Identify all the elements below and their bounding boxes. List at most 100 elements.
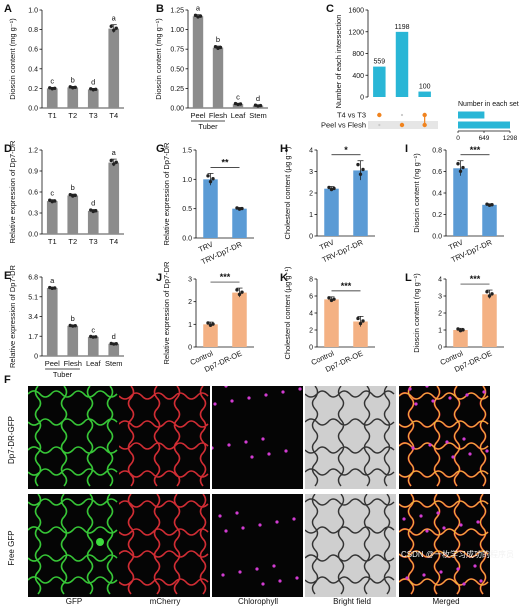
y-tick-label: 1.0 (182, 177, 192, 184)
micro-tile-mcherry (119, 494, 210, 597)
chloroplast-dot (212, 446, 214, 450)
x-tick-label: T4 (109, 111, 118, 120)
set-size-bar (458, 111, 485, 119)
bar (353, 170, 368, 236)
data-point (356, 162, 360, 167)
x-tick-label: Flesh (209, 111, 227, 120)
significance-stars: *** (470, 274, 481, 284)
y-tick-label: 0.0 (432, 234, 442, 241)
intersection-bar (373, 66, 386, 97)
bar-value-label: 559 (373, 59, 385, 66)
y-tick-label: 0 (309, 345, 313, 352)
col-label-mcherry: mCherry (150, 597, 181, 606)
chloroplast-dot (238, 570, 242, 574)
merged-overlap-signal (399, 386, 489, 487)
data-point (114, 342, 118, 346)
x-tick-label: T3 (89, 111, 98, 120)
micro-tile-chloro (212, 494, 303, 597)
x-tick-label: T3 (89, 237, 98, 246)
set-axis-tick-label: 649 (479, 135, 490, 142)
y-tick-label: 0.75 (170, 47, 184, 54)
set-size-bar (458, 121, 510, 129)
bar (453, 168, 468, 236)
significance-stars: * (344, 145, 348, 155)
significance-stars: *** (470, 145, 481, 155)
x-tick-label: Flesh (64, 359, 82, 368)
panel-letter-j: J (156, 272, 162, 284)
data-point (94, 335, 98, 339)
panel-letter-k: K (280, 272, 288, 284)
y-tick-label: 0.9 (28, 169, 38, 176)
bar (46, 88, 58, 108)
bar (87, 210, 99, 234)
y-axis-label: Dioscin content (mg g⁻¹) (8, 18, 17, 100)
y-tick-label: 0.4 (28, 66, 38, 73)
data-point (208, 179, 213, 184)
cell-membrane-signal (28, 494, 118, 595)
chloroplast-dot (419, 514, 423, 518)
bar (67, 195, 79, 234)
y-tick-label: 1.7 (28, 334, 38, 341)
chloroplast-dot (267, 452, 271, 456)
y-tick-label: 6.8 (28, 275, 38, 282)
chloroplast-dot (436, 511, 440, 515)
x-tick-label: Peel (190, 111, 205, 120)
chloroplast-dot (255, 567, 259, 571)
data-point (114, 26, 118, 30)
y-tick-label: 1.5 (182, 148, 192, 155)
microscopy-panel: F Dp7-DR-GFP Free GFP GFP mCherry Chloro… (4, 374, 490, 606)
panel-letter-d: D (4, 143, 12, 155)
y-tick-label: 800 (352, 51, 364, 58)
data-point (329, 298, 334, 303)
chloroplast-dot (411, 446, 415, 450)
tile-content (218, 511, 299, 586)
plots-layer: A 0.0 0.2 0.4 0.6 0.8 1.0 Dioscin content (mg g… (4, 3, 519, 379)
bar (212, 47, 224, 108)
chloroplast-dot (224, 386, 228, 388)
chloroplast-dot (476, 520, 480, 524)
group-label: Tuber (53, 370, 73, 379)
data-point (218, 45, 223, 50)
y-tick-label: 0 (438, 345, 442, 352)
bar (232, 208, 247, 238)
panel-letter-g: G (156, 143, 165, 155)
y-tick-label: 0.50 (170, 66, 184, 73)
cell-outline (305, 386, 395, 487)
tile-content (28, 494, 118, 595)
y-tick-label: 3 (438, 294, 442, 301)
y-tick-label: 0.0 (28, 232, 38, 239)
y-axis-label: Relative expression of Dp7-DR (162, 261, 171, 365)
significance-letter: c (50, 189, 54, 198)
row-label-2: Free GFP (7, 530, 16, 565)
data-point (356, 316, 360, 321)
tile-content (399, 386, 489, 487)
micro-tile-merged (399, 494, 490, 597)
data-point (237, 292, 242, 297)
panel-d: D 0.0 0.3 0.6 0.9 1.2 Relative expression of D… (4, 140, 124, 246)
tile-content (305, 494, 396, 597)
data-point (213, 44, 218, 49)
significance-letter: d (91, 199, 95, 208)
data-point (48, 198, 52, 202)
data-point (198, 14, 203, 18)
y-tick-label: 0.8 (28, 27, 38, 34)
data-point (206, 321, 210, 325)
significance-letter: b (71, 183, 75, 192)
y-tick-label: 2 (438, 311, 442, 318)
data-point (327, 296, 331, 300)
tile-content (399, 494, 489, 595)
panel-letter-h: H (280, 143, 288, 155)
bar (203, 179, 218, 238)
nucleus-signal (96, 538, 104, 546)
chloroplast-dot (473, 564, 477, 568)
significance-letter: a (196, 4, 201, 13)
y-tick-label: 8 (309, 277, 313, 284)
y-axis-label: Dioscin content (mg g⁻¹) (154, 18, 163, 100)
bar (232, 292, 247, 347)
data-point (211, 322, 215, 326)
chloroplast-dot (247, 396, 251, 400)
data-point (361, 319, 365, 323)
chloroplast-dot (431, 399, 435, 403)
